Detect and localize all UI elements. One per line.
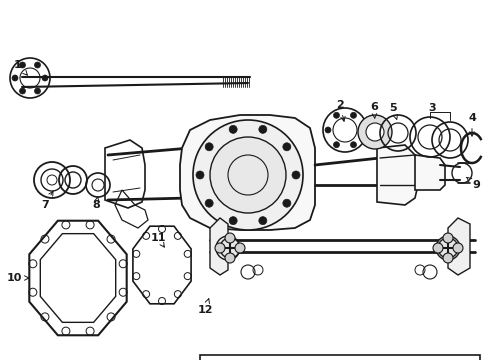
Text: 10: 10 — [6, 273, 29, 283]
Circle shape — [357, 115, 391, 149]
Text: 11: 11 — [150, 233, 165, 247]
Bar — [200, 355, 479, 360]
Circle shape — [358, 127, 364, 133]
Text: 5: 5 — [388, 103, 397, 120]
Circle shape — [35, 88, 41, 94]
Circle shape — [333, 142, 339, 148]
Circle shape — [35, 62, 41, 68]
Circle shape — [229, 125, 237, 133]
Circle shape — [224, 253, 235, 263]
Text: 12: 12 — [197, 299, 212, 315]
Circle shape — [229, 217, 237, 225]
Polygon shape — [414, 155, 444, 190]
Circle shape — [205, 199, 213, 207]
Circle shape — [442, 253, 452, 263]
Circle shape — [432, 243, 442, 253]
Text: 7: 7 — [41, 191, 53, 210]
Polygon shape — [376, 145, 417, 205]
Circle shape — [12, 75, 18, 81]
Circle shape — [282, 199, 290, 207]
Polygon shape — [209, 218, 227, 275]
Circle shape — [216, 236, 240, 260]
Text: 8: 8 — [92, 197, 100, 210]
Circle shape — [193, 120, 303, 230]
Circle shape — [365, 123, 383, 141]
Circle shape — [235, 243, 244, 253]
Circle shape — [291, 171, 299, 179]
Text: 3: 3 — [427, 103, 435, 113]
Circle shape — [350, 112, 356, 118]
Polygon shape — [180, 115, 314, 230]
Circle shape — [258, 125, 266, 133]
Text: 2: 2 — [335, 100, 345, 121]
Circle shape — [205, 143, 213, 151]
Circle shape — [215, 243, 224, 253]
Text: 6: 6 — [369, 102, 377, 118]
Circle shape — [224, 233, 235, 243]
Circle shape — [442, 233, 452, 243]
Circle shape — [435, 236, 459, 260]
Circle shape — [333, 112, 339, 118]
Text: 9: 9 — [466, 177, 479, 190]
Circle shape — [196, 171, 203, 179]
Circle shape — [282, 143, 290, 151]
Polygon shape — [447, 218, 469, 275]
Circle shape — [42, 75, 48, 81]
Circle shape — [350, 142, 356, 148]
Text: 4: 4 — [467, 113, 475, 136]
Circle shape — [258, 217, 266, 225]
Circle shape — [20, 88, 25, 94]
Circle shape — [20, 62, 25, 68]
Text: 1: 1 — [14, 60, 27, 75]
Circle shape — [325, 127, 330, 133]
Circle shape — [209, 137, 285, 213]
Circle shape — [452, 243, 462, 253]
